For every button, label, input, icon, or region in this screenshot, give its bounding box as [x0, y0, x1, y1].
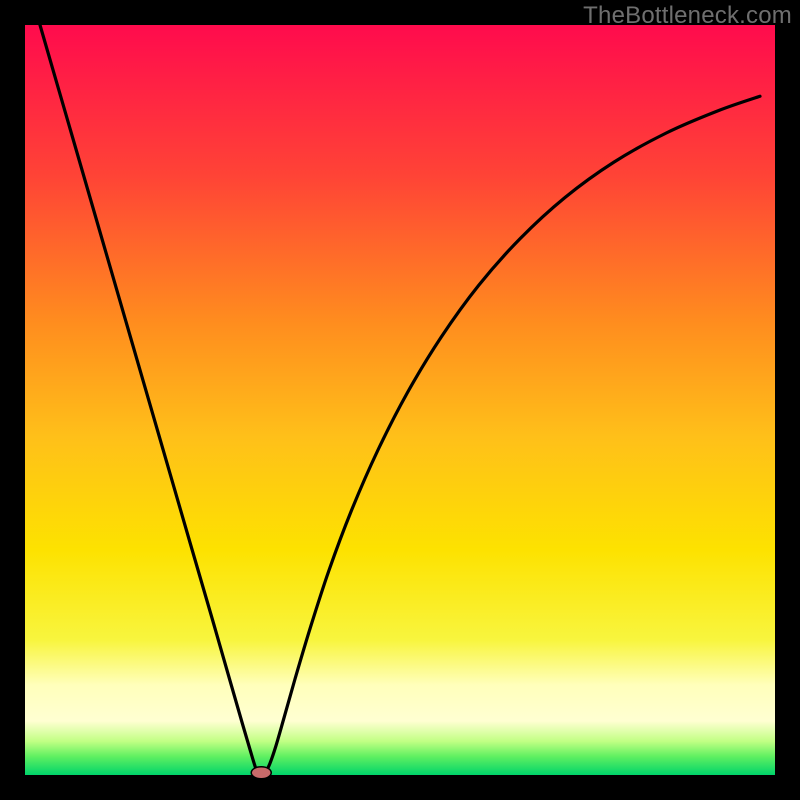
chart-container: TheBottleneck.com [0, 0, 800, 800]
optimal-point-marker [251, 767, 271, 779]
watermark-text: TheBottleneck.com [583, 2, 792, 30]
bottleneck-chart [0, 0, 800, 800]
plot-area [25, 25, 775, 775]
